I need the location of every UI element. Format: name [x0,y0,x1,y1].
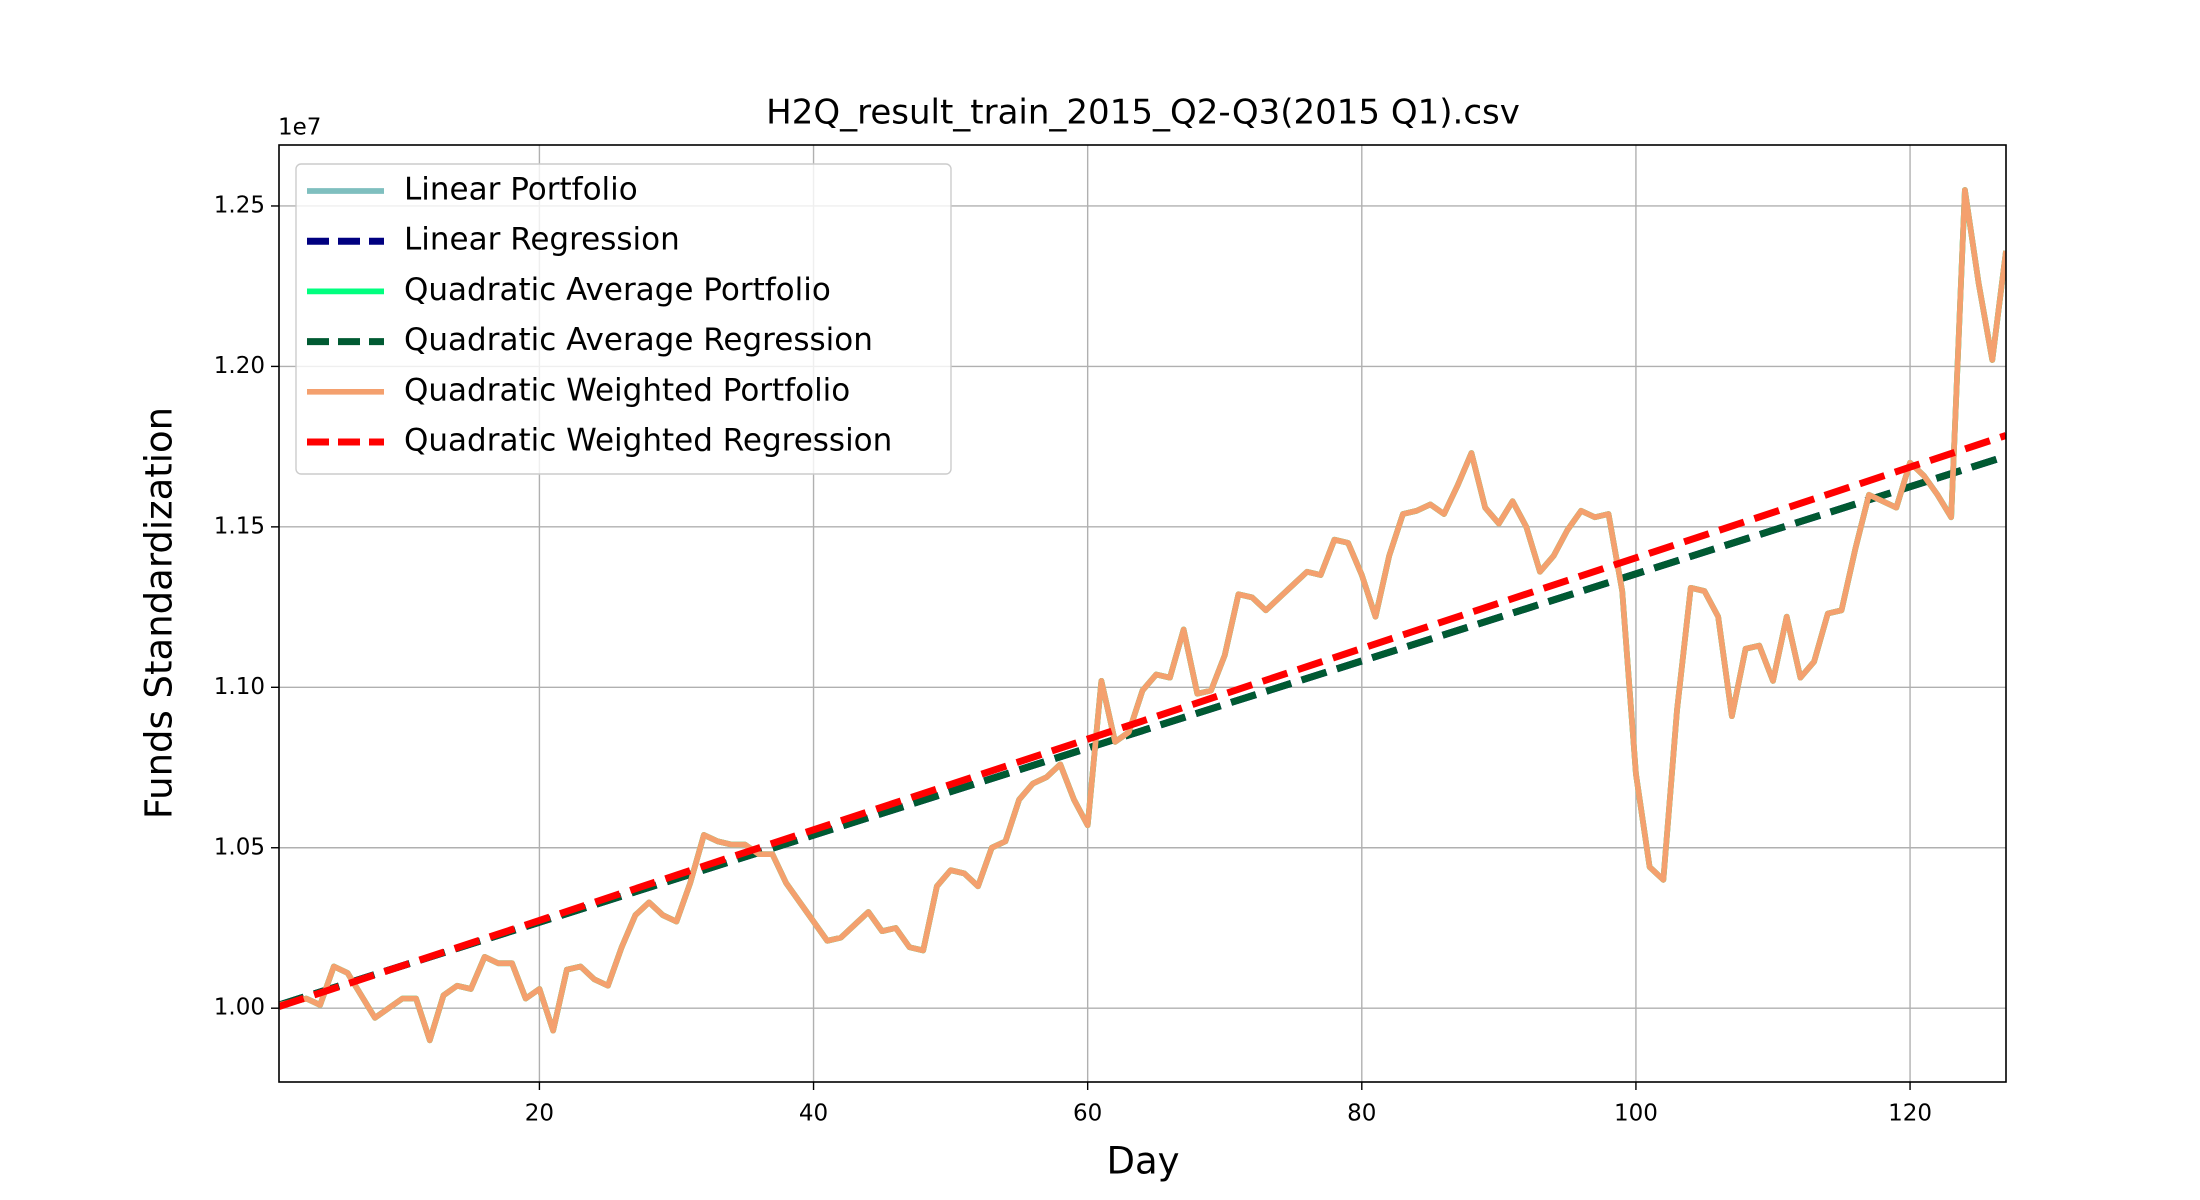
y-offset-label: 1e7 [278,115,321,141]
legend-label: Quadratic Weighted Portfolio [404,372,850,408]
chart-title: H2Q_result_train_2015_Q2-Q3(2015 Q1).csv [766,93,1520,133]
legend-label: Quadratic Average Portfolio [404,272,831,308]
x-tick-label: 100 [1614,1101,1658,1127]
legend-label: Linear Portfolio [404,172,638,208]
y-tick-label: 1.15 [214,513,265,539]
legend-label: Quadratic Weighted Regression [404,423,892,459]
series-line [279,187,2006,1044]
y-axis-label: Funds Standardization [138,407,181,819]
x-tick-label: 80 [1347,1101,1376,1127]
legend-box [295,163,952,475]
x-tick-label: 60 [1073,1101,1102,1127]
series-line [279,432,2006,1010]
x-tick-label: 120 [1888,1101,1932,1127]
x-tick-label: 40 [799,1101,828,1127]
legend-label: Quadratic Average Regression [404,322,873,358]
y-tick-label: 1.10 [214,674,265,700]
x-tick-label: 20 [525,1101,554,1127]
y-tick-label: 1.25 [214,192,265,218]
plot-frame [278,144,2007,1083]
y-tick-label: 1.20 [214,353,265,379]
x-axis-label: Day [1106,1140,1179,1183]
legend-label: Linear Regression [404,222,680,258]
y-tick-label: 1.05 [214,834,265,860]
y-tick-label: 1.00 [214,995,265,1021]
